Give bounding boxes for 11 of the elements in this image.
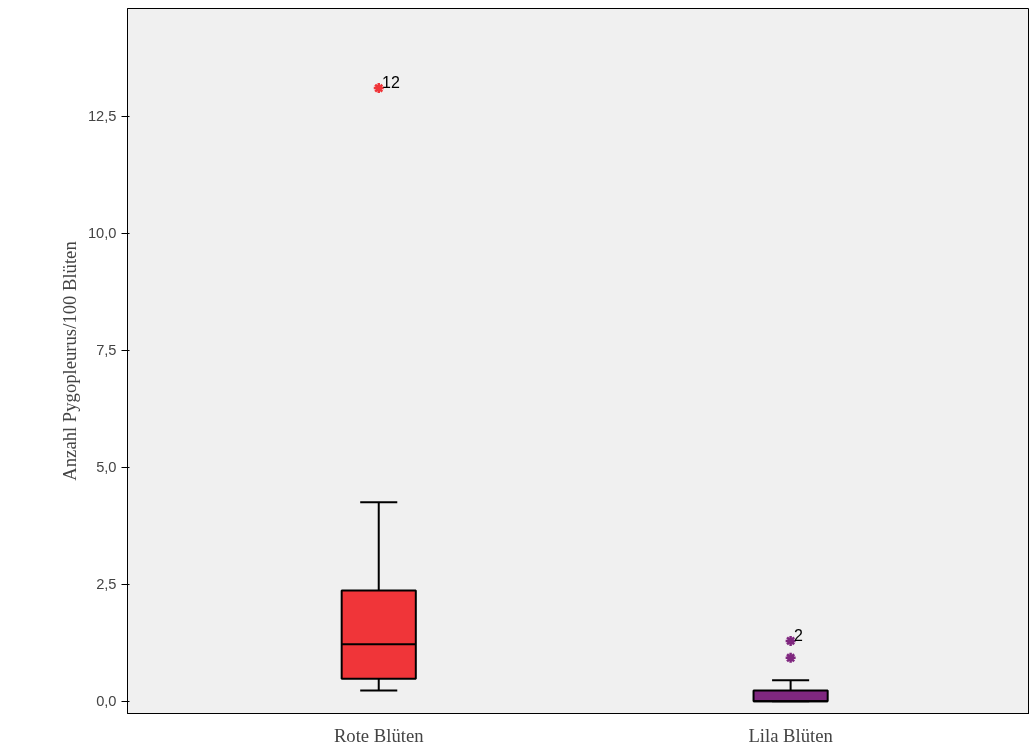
- y-tick-label: 0,0: [96, 693, 117, 710]
- y-tick-label: 2,5: [96, 576, 117, 593]
- y-tick-label: 12,5: [87, 108, 117, 125]
- y-tick-label: 10,0: [87, 225, 117, 242]
- y-axis-title: Anzahl Pygopleurus/100 Blüten: [58, 240, 80, 481]
- x-tick-label: Lila Blüten: [748, 724, 834, 746]
- y-tick-label: 7,5: [96, 342, 117, 359]
- y-tick-label: 5,0: [96, 459, 117, 476]
- x-tick-label: Rote Blüten: [333, 724, 425, 746]
- annotation: 2: [793, 626, 803, 644]
- annotation: 12: [382, 74, 400, 92]
